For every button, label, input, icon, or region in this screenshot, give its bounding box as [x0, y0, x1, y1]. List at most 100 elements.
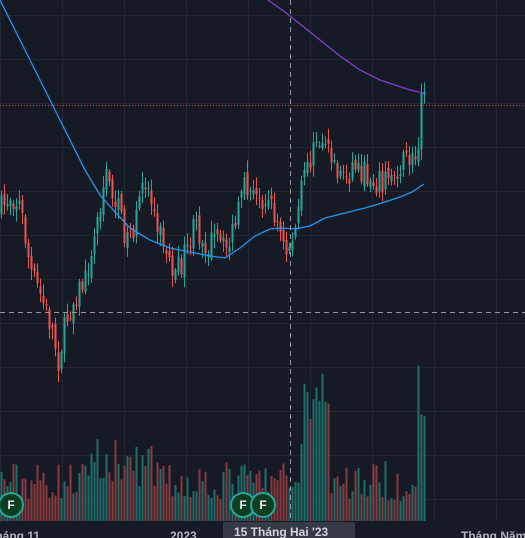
volume-bar [285, 475, 288, 521]
candle-body [108, 171, 111, 182]
volume-bar [402, 496, 405, 521]
candle-body [372, 182, 375, 187]
candle-body [198, 215, 201, 244]
candle-body [342, 171, 345, 173]
candle-body [261, 199, 264, 209]
candle-body [165, 250, 168, 255]
volume-bar [114, 440, 117, 521]
volume-bar [294, 481, 297, 521]
volume-bar [225, 462, 228, 521]
volume-bar [117, 463, 120, 521]
candle-body [45, 303, 48, 306]
candle-body [279, 221, 282, 232]
earnings-event-marker[interactable]: F [0, 492, 24, 518]
volume-bar [369, 484, 372, 521]
volume-bar [27, 498, 30, 521]
candle-body [147, 188, 150, 190]
candle-body [219, 233, 222, 241]
candle-body [339, 170, 342, 177]
volume-bar [393, 500, 396, 521]
grid-lines [0, 0, 525, 522]
volume-bar [396, 473, 399, 521]
volume-bar [123, 465, 126, 521]
candle-body [336, 163, 339, 179]
volume-bar [78, 472, 81, 521]
volume-bar [177, 492, 180, 521]
volume-bar [180, 475, 183, 521]
candle-body [57, 352, 60, 371]
candle-body [405, 150, 408, 153]
crosshair-date-label: 15 Tháng Hai '23 [223, 522, 355, 538]
candle-body [291, 240, 294, 251]
volume-bar [408, 493, 411, 521]
candle-body [369, 180, 372, 188]
candle-body [177, 256, 180, 272]
earnings-event-marker[interactable]: F [250, 492, 276, 518]
volume-bar [105, 454, 108, 521]
candle-body [42, 295, 45, 304]
candle-body [144, 187, 147, 190]
candle-body [240, 191, 243, 198]
candle-body [24, 216, 27, 244]
volume-bar [192, 490, 195, 521]
volume-bar [135, 446, 138, 521]
volume-bar [387, 500, 390, 521]
volume-bar [150, 446, 153, 521]
candle-body [381, 170, 384, 193]
candle-body [324, 143, 327, 145]
candle-body [180, 258, 183, 275]
volume-bar [381, 496, 384, 521]
volume-bar [360, 493, 363, 521]
candle-body [306, 161, 309, 174]
candle-body [300, 180, 303, 211]
candle-body [309, 162, 312, 168]
candle-body [264, 204, 267, 206]
candle-body [315, 141, 318, 144]
candle-body [159, 225, 162, 235]
volume-bar [201, 480, 204, 521]
volume-bar [213, 489, 216, 521]
candle-body [138, 195, 141, 209]
volume-bar [330, 493, 333, 521]
volume-bar [207, 494, 210, 521]
candle-body [246, 172, 249, 196]
candle-body [399, 173, 402, 177]
volume-bar [33, 484, 36, 521]
candle-body [81, 281, 84, 291]
volume-bar [84, 465, 87, 521]
candle-body [225, 239, 228, 248]
volume-bar [60, 497, 63, 521]
volume-bar [51, 492, 54, 521]
volume-bar [291, 487, 294, 521]
candle-body [168, 251, 171, 258]
volume-bar [420, 414, 423, 521]
volume-bar [129, 456, 132, 521]
x-tick-label: Tháng 11 [0, 529, 41, 538]
volume-bar [42, 472, 45, 521]
candle-body [75, 304, 78, 306]
candle-body [120, 193, 123, 212]
volume-bar [327, 403, 330, 521]
candle-body [30, 255, 33, 270]
candle-body [243, 177, 246, 194]
volume-bar [405, 491, 408, 521]
volume-bar [69, 464, 72, 521]
volume-bar [378, 482, 381, 521]
candle-body [282, 229, 285, 242]
candle-body [294, 227, 297, 238]
candle-body [66, 314, 69, 323]
volume-bar [357, 467, 360, 521]
volume-bar [138, 486, 141, 521]
candle-body [21, 199, 24, 213]
candle-body [18, 200, 21, 205]
volume-bar [186, 477, 189, 521]
candle-body [69, 318, 72, 320]
volume-bar [39, 480, 42, 521]
x-tick-label: 2023 [170, 529, 197, 538]
volume-bar [219, 499, 222, 521]
candle-body [384, 171, 387, 190]
candle-body [252, 190, 255, 195]
candle-body [249, 190, 252, 192]
